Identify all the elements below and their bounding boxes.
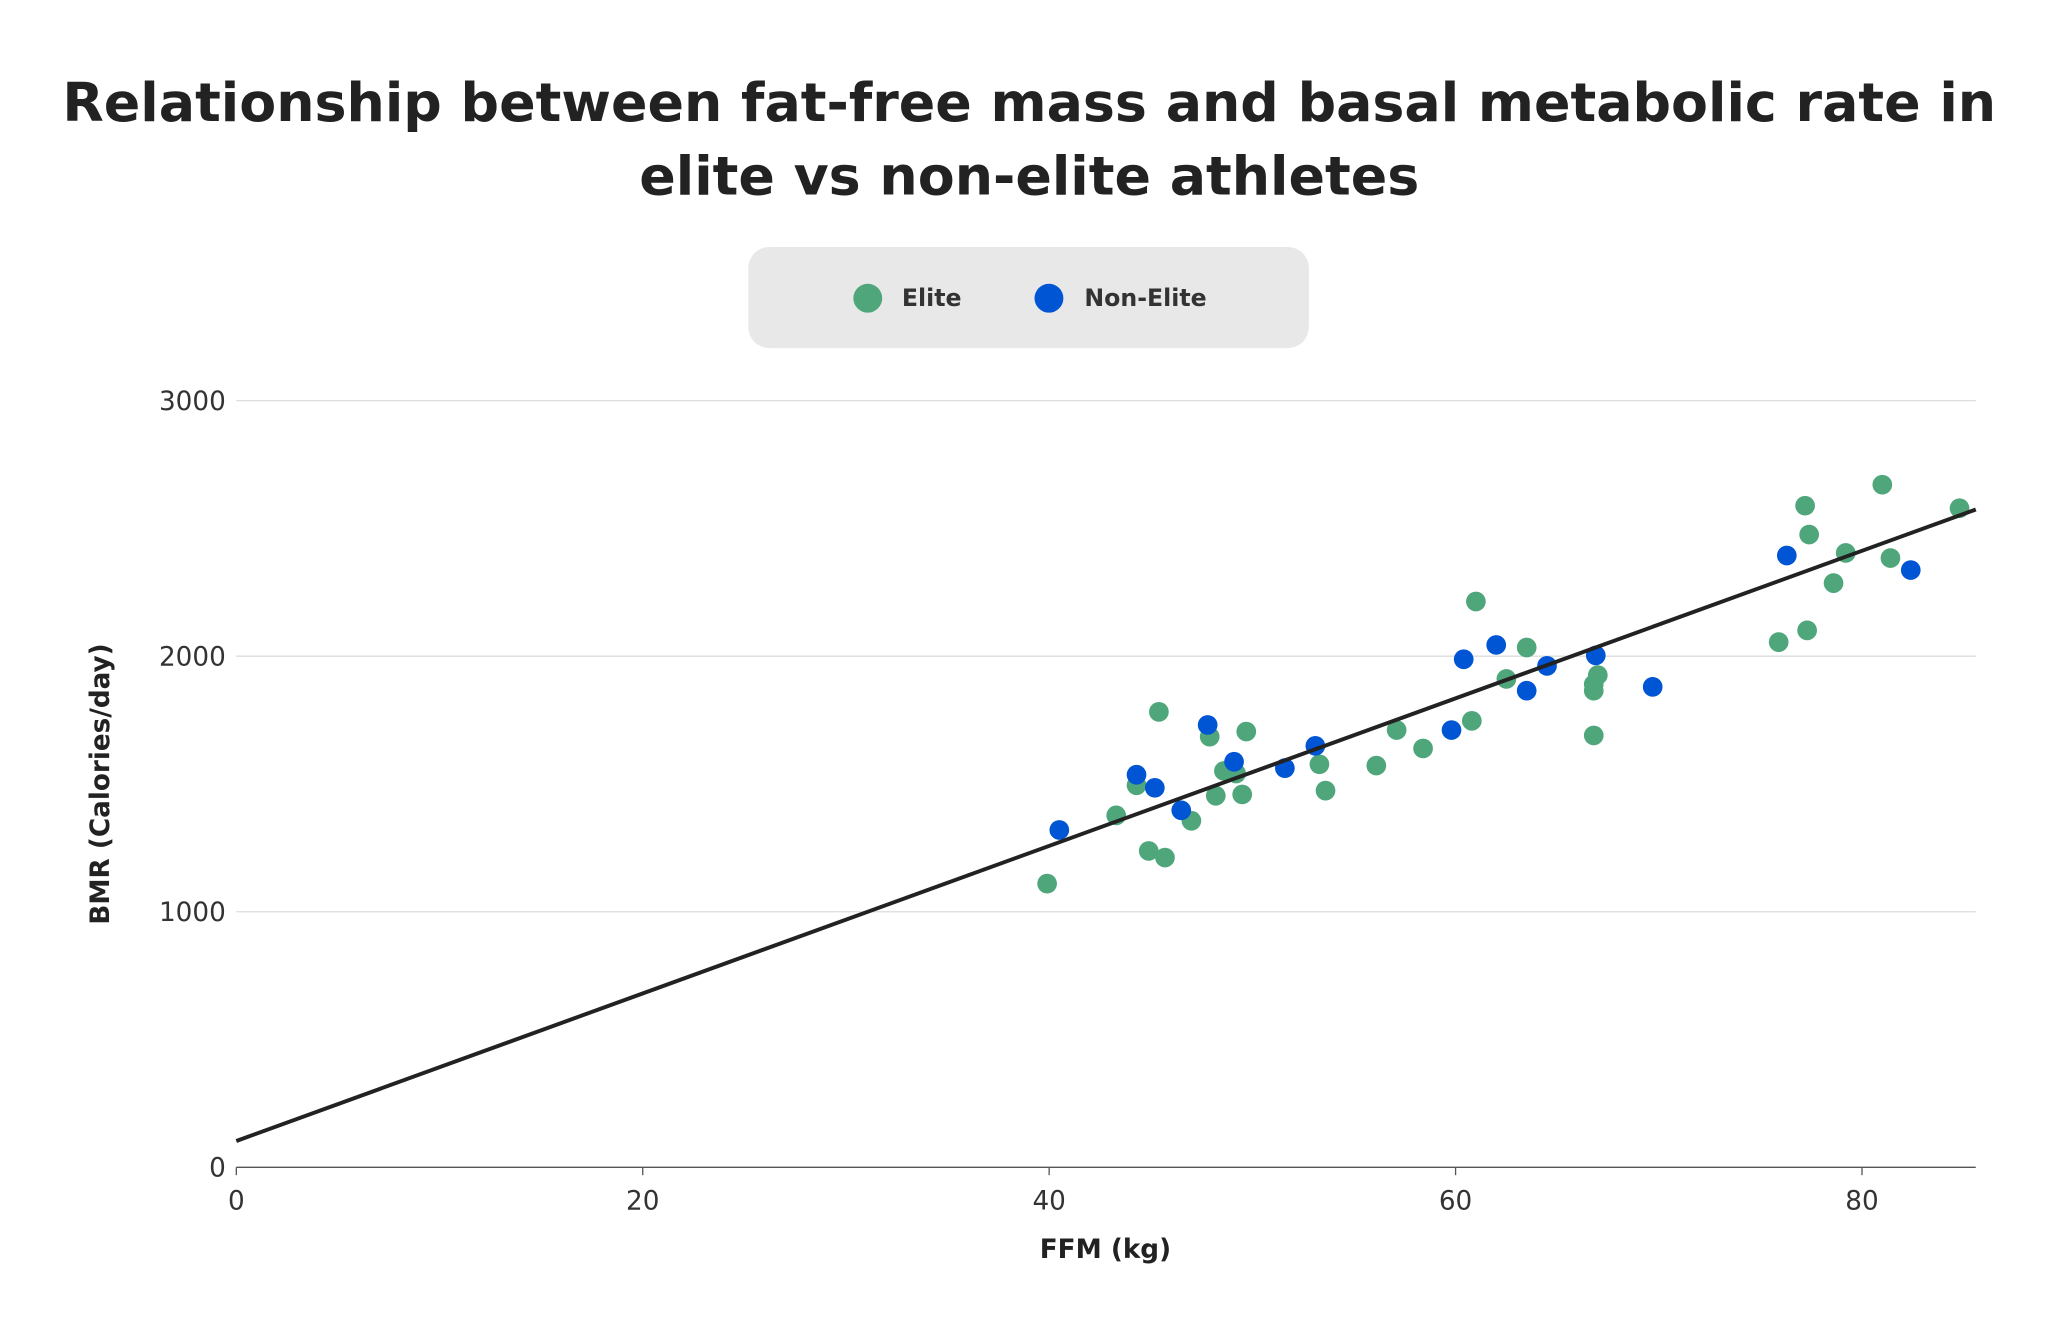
x-tick-label: 20 [626,1186,659,1216]
data-point-elite [1587,665,1608,685]
data-point-non-elite [1126,764,1147,785]
data-point-elite [1413,738,1433,759]
x-tick-label: 0 [228,1186,245,1216]
legend-marker-elite [853,283,883,313]
x-tick-label: 40 [1032,1186,1065,1216]
data-point-elite [1461,710,1482,731]
data-point-elite [1768,632,1789,652]
data-point-non-elite [1900,560,1921,580]
data-point-non-elite [1453,649,1474,670]
x-tick-label: 60 [1439,1186,1472,1216]
data-point-elite [1205,785,1226,806]
data-point-elite [1795,495,1815,516]
data-point-elite [1880,548,1901,568]
data-points [1037,474,1970,894]
data-point-non-elite [1144,777,1165,798]
data-point-non-elite [1049,820,1070,840]
data-point-non-elite [1197,715,1218,735]
data-point-elite [1583,680,1604,701]
data-point-elite [1138,841,1159,861]
y-tick-label: 2000 [159,642,226,672]
data-point-non-elite [1441,720,1462,740]
data-point-elite [1386,720,1407,740]
data-point-non-elite [1486,635,1507,655]
chart-title-line-2: elite vs non-elite athletes [639,145,1419,208]
chart-title-line-1: Relationship between fat-free mass and b… [62,71,1996,134]
data-point-elite [1236,721,1257,742]
legend-label-non-elite: Non-Elite [1084,284,1206,312]
data-point-elite [1366,755,1387,776]
x-tick-label: 80 [1845,1186,1878,1216]
legend-box [748,247,1309,349]
data-point-non-elite [1171,800,1192,821]
data-point-elite [1799,524,1820,545]
data-point-non-elite [1776,545,1797,566]
y-axis-ticks: 0 1000 2000 3000 [159,387,226,1184]
data-point-elite [1872,474,1893,495]
data-point-elite [1583,725,1604,746]
data-point-elite [1149,702,1169,722]
data-point-non-elite [1224,751,1244,772]
data-point-non-elite [1642,677,1663,697]
data-point-elite [1516,637,1537,658]
legend-label-elite: Elite [902,284,962,312]
data-point-elite [1232,784,1253,805]
data-point-elite [1155,847,1175,868]
data-point-elite [1037,873,1057,894]
y-axis-label: BMR (Calories/day) [86,643,116,924]
gridlines [236,399,1976,913]
legend-marker-non-elite [1034,283,1064,313]
data-point-elite [1315,780,1336,801]
x-axis-ticks: 0 20 40 60 80 [228,1167,1879,1216]
y-tick-label: 1000 [159,898,226,928]
data-point-elite [1466,591,1486,612]
x-axis-label: FFM (kg) [1040,1235,1171,1265]
legend: Elite Non-Elite [748,247,1309,349]
data-point-elite [1797,620,1817,641]
data-point-elite [1309,754,1330,775]
data-point-elite [1823,573,1844,593]
y-tick-label: 3000 [159,387,226,417]
y-tick-label: 0 [209,1154,226,1184]
trend-line [235,507,1977,1143]
data-point-non-elite [1516,680,1537,701]
